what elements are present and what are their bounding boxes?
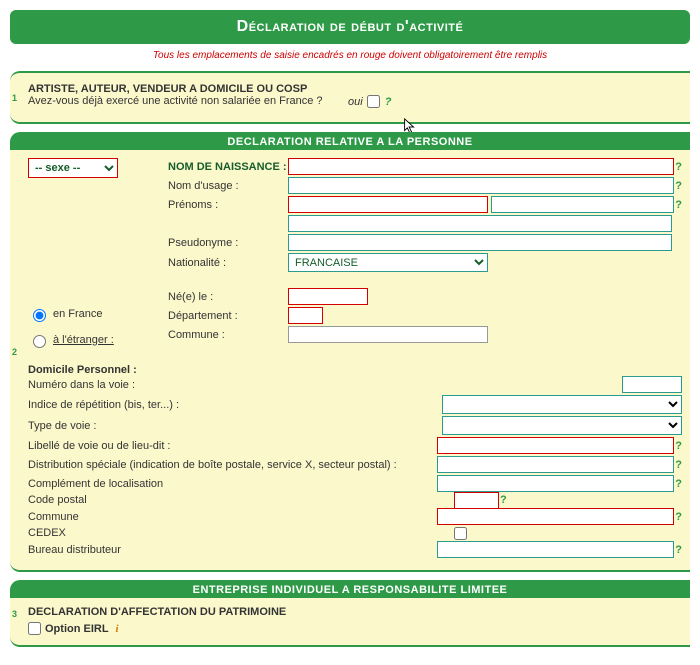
nom-usage-label: Nom d'usage : — [168, 180, 288, 192]
s1-heading: ARTISTE, AUTEUR, VENDEUR A DOMICILE OU C… — [28, 83, 682, 95]
en-france-radio[interactable] — [33, 309, 46, 322]
etranger-radio[interactable] — [33, 335, 46, 348]
help-icon[interactable]: ? — [675, 161, 682, 173]
prenoms-label: Prénoms : — [168, 199, 288, 211]
option-eirl-checkbox[interactable] — [28, 622, 41, 635]
prenoms-input-2[interactable] — [491, 196, 674, 213]
help-icon[interactable]: ? — [675, 511, 682, 523]
s2-header: DECLARATION RELATIVE A LA PERSONNE — [10, 134, 690, 150]
indice-select[interactable] — [442, 395, 682, 414]
commune-naissance-input[interactable] — [288, 326, 488, 343]
section-2-num: 2 — [12, 347, 17, 357]
section-2: 2 DECLARATION RELATIVE A LA PERSONNE -- … — [10, 132, 690, 572]
prenoms-input-1[interactable] — [288, 196, 488, 213]
en-france-label: en France — [53, 308, 103, 320]
ne-le-input[interactable] — [288, 288, 368, 305]
complement-label: Complément de localisation — [28, 478, 163, 490]
code-postal-label: Code postal — [28, 494, 87, 506]
cedex-label: CEDEX — [28, 527, 66, 539]
distribution-label: Distribution spéciale (indication de boî… — [28, 459, 397, 471]
distribution-input[interactable] — [437, 456, 674, 473]
libelle-label: Libellé de voie ou de lieu-dit : — [28, 440, 170, 452]
libelle-input[interactable] — [437, 437, 674, 454]
type-voie-select[interactable] — [442, 416, 682, 435]
help-icon[interactable]: ? — [675, 478, 682, 490]
etranger-label: à l'étranger : — [53, 334, 114, 346]
info-icon[interactable]: i — [116, 623, 119, 635]
nom-naissance-label: NOM DE NAISSANCE : — [168, 161, 288, 173]
help-icon[interactable]: ? — [675, 180, 682, 192]
prenoms-input-3[interactable] — [288, 215, 672, 232]
help-icon[interactable]: ? — [675, 199, 682, 211]
option-eirl-label: Option EIRL — [45, 623, 109, 635]
indice-label: Indice de répétition (bis, ter...) : — [28, 399, 179, 411]
page-title: Déclaration de début d'activité — [10, 10, 690, 44]
bureau-input[interactable] — [437, 541, 674, 558]
oui-label: oui — [348, 96, 363, 108]
oui-checkbox[interactable] — [367, 95, 380, 108]
section-3-num: 3 — [12, 609, 17, 619]
nationalite-select[interactable]: FRANCAISE — [288, 253, 488, 272]
nationalite-label: Nationalité : — [168, 257, 288, 269]
help-icon[interactable]: ? — [500, 494, 507, 506]
commune-dom-label: Commune — [28, 511, 79, 523]
dept-label: Département : — [168, 310, 288, 322]
commune-dom-input[interactable] — [437, 508, 674, 525]
s1-question: Avez-vous déjà exercé une activité non s… — [28, 95, 328, 107]
numero-label: Numéro dans la voie : — [28, 379, 135, 391]
numero-input[interactable] — [622, 376, 682, 393]
s3-header: ENTREPRISE INDIVIDUEL A RESPONSABILITE L… — [10, 582, 690, 598]
pseudonyme-input[interactable] — [288, 234, 672, 251]
cedex-checkbox[interactable] — [454, 527, 467, 540]
commune-label: Commune : — [168, 329, 288, 341]
type-voie-label: Type de voie : — [28, 420, 97, 432]
nom-usage-input[interactable] — [288, 177, 674, 194]
bureau-label: Bureau distributeur — [28, 544, 121, 556]
pseudonyme-label: Pseudonyme : — [168, 237, 288, 249]
help-icon[interactable]: ? — [675, 459, 682, 471]
s3-heading: DECLARATION D'AFFECTATION DU PATRIMOINE — [28, 606, 682, 618]
section-1-num: 1 — [12, 93, 17, 103]
ne-le-label: Né(e) le : — [168, 291, 288, 303]
required-warning: Tous les emplacements de saisie encadrés… — [10, 50, 690, 61]
domicile-title: Domicile Personnel : — [28, 364, 682, 376]
complement-input[interactable] — [437, 475, 674, 492]
dept-input[interactable] — [288, 307, 323, 324]
help-icon[interactable]: ? — [675, 440, 682, 452]
nom-naissance-input[interactable] — [288, 158, 674, 175]
code-postal-input[interactable] — [454, 492, 499, 509]
help-icon[interactable]: ? — [385, 96, 392, 108]
section-1: 1 ARTISTE, AUTEUR, VENDEUR A DOMICILE OU… — [10, 71, 690, 124]
sexe-select[interactable]: -- sexe -- — [28, 158, 118, 178]
section-3: 3 ENTREPRISE INDIVIDUEL A RESPONSABILITE… — [10, 580, 690, 647]
help-icon[interactable]: ? — [675, 544, 682, 556]
